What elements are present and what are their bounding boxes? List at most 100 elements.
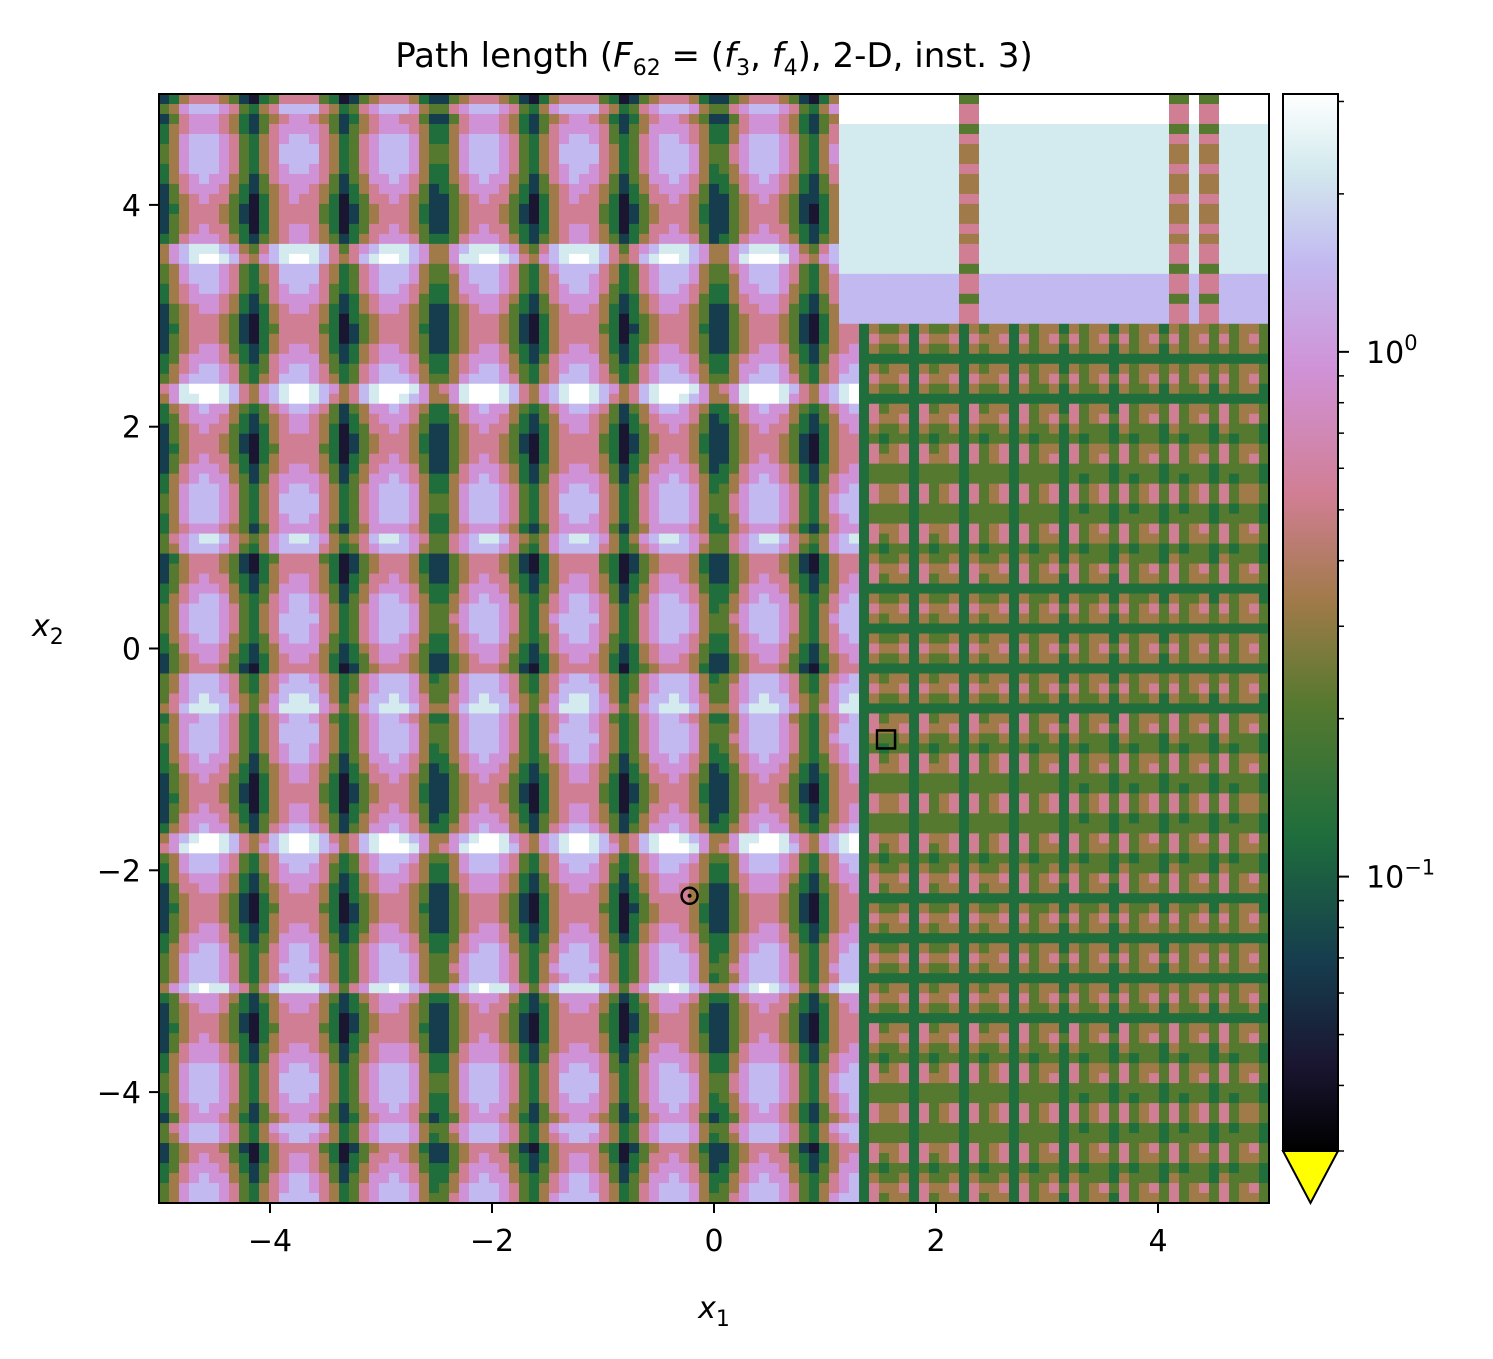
heatmap-cell <box>699 293 710 305</box>
heatmap-cell <box>619 423 630 435</box>
heatmap-cell <box>669 473 680 485</box>
heatmap-cell <box>259 203 270 215</box>
heatmap-cell <box>1149 213 1160 225</box>
heatmap-cell <box>219 463 230 475</box>
heatmap-cell <box>389 493 400 505</box>
heatmap-cell <box>279 453 290 465</box>
heatmap-cell <box>1179 283 1190 295</box>
heatmap-cell <box>819 463 830 475</box>
heatmap-cell <box>709 273 720 285</box>
heatmap-cell <box>819 513 830 525</box>
heatmap-cell <box>779 163 790 175</box>
heatmap-cell <box>269 213 280 225</box>
heatmap-cell <box>589 373 600 385</box>
heatmap-cell <box>819 383 830 395</box>
heatmap-cell <box>709 313 720 325</box>
heatmap-cell <box>499 383 510 395</box>
heatmap-cell <box>1099 503 1110 515</box>
heatmap-cell <box>869 353 880 365</box>
heatmap-cell <box>199 403 210 415</box>
heatmap-cell <box>219 203 230 215</box>
heatmap-cell <box>1029 483 1040 495</box>
heatmap-cell <box>839 423 850 435</box>
heatmap-cell <box>839 473 850 485</box>
heatmap-cell <box>229 363 240 375</box>
heatmap-cell <box>889 183 900 195</box>
heatmap-cell <box>869 463 880 475</box>
heatmap-cell <box>359 193 370 205</box>
heatmap-cell <box>549 323 560 335</box>
heatmap-cell <box>409 173 420 185</box>
heatmap-cell <box>1059 383 1070 395</box>
heatmap-cell <box>459 233 470 245</box>
heatmap-cell <box>349 443 360 455</box>
heatmap-cell <box>749 223 760 235</box>
heatmap-cell <box>269 203 280 215</box>
heatmap-cell <box>809 463 820 475</box>
heatmap-cell <box>1019 533 1030 545</box>
heatmap-cell <box>619 493 630 505</box>
heatmap-cell <box>419 423 430 435</box>
heatmap-cell <box>889 303 900 315</box>
heatmap-cell <box>769 413 780 425</box>
heatmap-cell <box>229 223 240 235</box>
heatmap-cell <box>769 183 780 195</box>
heatmap-cell <box>1189 233 1200 245</box>
heatmap-cell <box>1029 503 1040 515</box>
heatmap-cell <box>779 293 790 305</box>
heatmap-cell <box>449 523 460 535</box>
heatmap-cell <box>1119 503 1130 515</box>
heatmap-cell <box>549 153 560 165</box>
heatmap-cell <box>679 473 690 485</box>
heatmap-cell <box>929 433 940 445</box>
heatmap-cell <box>1109 383 1120 395</box>
heatmap-cell <box>989 453 1000 465</box>
heatmap-cell <box>159 113 170 125</box>
heatmap-cell <box>729 153 740 165</box>
heatmap-cell <box>1229 273 1240 285</box>
heatmap-cell <box>529 243 540 255</box>
heatmap-cell <box>1079 263 1090 275</box>
heatmap-cell <box>859 453 870 465</box>
heatmap-cell <box>409 403 420 415</box>
heatmap-cell <box>699 233 710 245</box>
heatmap-cell <box>1179 243 1190 255</box>
heatmap-cell <box>1059 103 1070 115</box>
heatmap-cell <box>1099 483 1110 495</box>
heatmap-cell <box>1259 153 1269 165</box>
heatmap-cell <box>809 223 820 235</box>
heatmap-cell <box>279 483 290 495</box>
heatmap-cell <box>249 313 260 325</box>
heatmap-cell <box>1039 373 1050 385</box>
heatmap-cell <box>439 273 450 285</box>
heatmap-cell <box>869 373 880 385</box>
heatmap-cell <box>879 393 890 405</box>
heatmap-cell <box>1239 313 1250 325</box>
heatmap-cell <box>359 203 370 215</box>
heatmap-cell <box>1209 193 1220 205</box>
heatmap-cell <box>869 94 880 105</box>
heatmap-cell <box>1049 94 1060 105</box>
heatmap-cell <box>239 263 250 275</box>
heatmap-cell <box>899 393 910 405</box>
heatmap-cell <box>1189 353 1200 365</box>
heatmap-cell <box>819 253 830 265</box>
heatmap-cell <box>999 353 1010 365</box>
heatmap-cell <box>239 133 250 145</box>
heatmap-cell <box>479 343 490 355</box>
heatmap-cell <box>809 343 820 355</box>
heatmap-cell <box>759 163 770 175</box>
heatmap-cell <box>1039 123 1050 135</box>
heatmap-cell <box>539 433 550 445</box>
heatmap-cell <box>579 443 590 455</box>
heatmap-cell <box>419 393 430 405</box>
heatmap-cell <box>199 193 210 205</box>
heatmap-cell <box>239 443 250 455</box>
heatmap-cell <box>949 533 960 545</box>
heatmap-cell <box>1069 473 1080 485</box>
heatmap-cell <box>199 223 210 235</box>
heatmap-cell <box>409 193 420 205</box>
heatmap-cell <box>939 243 950 255</box>
heatmap-cell <box>649 503 660 515</box>
heatmap-cell <box>299 103 310 115</box>
